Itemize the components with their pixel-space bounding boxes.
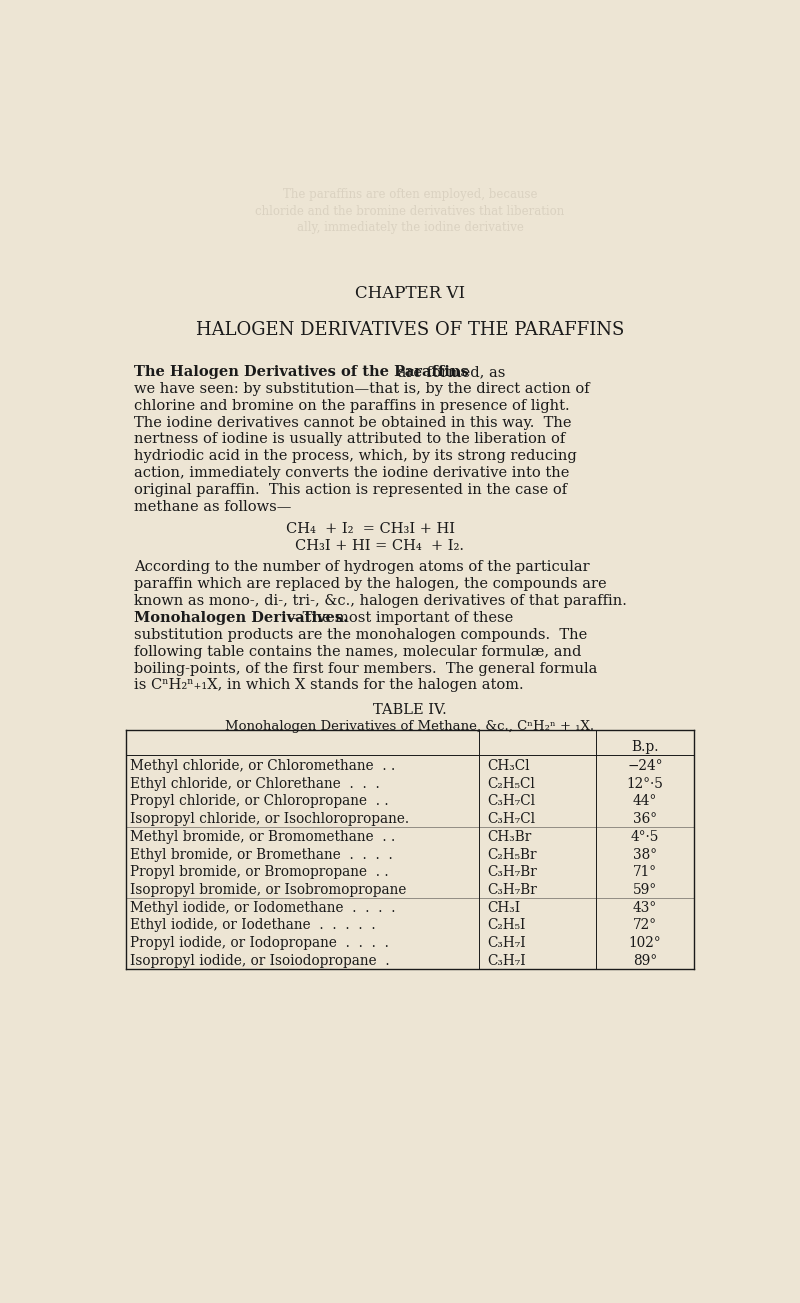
Text: C₃H₇I: C₃H₇I	[487, 936, 526, 950]
Text: boiling-points, of the first four members.  The general formula: boiling-points, of the first four member…	[134, 662, 598, 676]
Text: are formed, as: are formed, as	[394, 365, 506, 379]
Text: Monohalogen Derivatives of Methane, &c., CⁿH₂ⁿ + ₁X.: Monohalogen Derivatives of Methane, &c.,…	[226, 719, 594, 732]
Text: we have seen: by substitution—that is, by the direct action of: we have seen: by substitution—that is, b…	[134, 382, 590, 396]
Text: −24°: −24°	[627, 760, 662, 773]
Text: C₂H₅Cl: C₂H₅Cl	[487, 777, 534, 791]
Text: Isopropyl chloride, or Isochloropropane.: Isopropyl chloride, or Isochloropropane.	[130, 812, 409, 826]
Text: substitution products are the monohalogen compounds.  The: substitution products are the monohaloge…	[134, 628, 587, 642]
Text: action, immediately converts the iodine derivative into the: action, immediately converts the iodine …	[134, 466, 570, 481]
Text: is CⁿH₂ⁿ₊₁X, in which X stands for the halogen atom.: is CⁿH₂ⁿ₊₁X, in which X stands for the h…	[134, 679, 524, 692]
Text: Isopropyl iodide, or Isoiodopropane  .: Isopropyl iodide, or Isoiodopropane .	[130, 954, 390, 968]
Text: HALOGEN DERIVATIVES OF THE PARAFFINS: HALOGEN DERIVATIVES OF THE PARAFFINS	[196, 321, 624, 339]
Text: C₃H₇I: C₃H₇I	[487, 954, 526, 968]
Text: The Halogen Derivatives of the Paraffins: The Halogen Derivatives of the Paraffins	[134, 365, 469, 379]
Text: C₂H₅I: C₂H₅I	[487, 919, 526, 933]
Text: Ethyl bromide, or Bromethane  .  .  .  .: Ethyl bromide, or Bromethane . . . .	[130, 847, 393, 861]
Text: CH₄  + I₂  = CH₃I + HI: CH₄ + I₂ = CH₃I + HI	[286, 521, 455, 536]
Text: methane as follows—: methane as follows—	[134, 500, 291, 513]
Text: 43°: 43°	[633, 900, 657, 915]
Text: C₃H₇Cl: C₃H₇Cl	[487, 812, 535, 826]
Text: 72°: 72°	[633, 919, 657, 933]
Text: 44°: 44°	[633, 795, 657, 808]
Text: following table contains the names, molecular formulæ, and: following table contains the names, mole…	[134, 645, 582, 659]
Text: nertness of iodine is usually attributed to the liberation of: nertness of iodine is usually attributed…	[134, 433, 566, 447]
Text: CH₃Cl: CH₃Cl	[487, 760, 530, 773]
Text: Methyl chloride, or Chloromethane  . .: Methyl chloride, or Chloromethane . .	[130, 760, 395, 773]
Text: The iodine derivatives cannot be obtained in this way.  The: The iodine derivatives cannot be obtaine…	[134, 416, 571, 430]
Text: Propyl bromide, or Bromopropane  . .: Propyl bromide, or Bromopropane . .	[130, 865, 388, 880]
Text: 59°: 59°	[633, 883, 657, 896]
Text: Ethyl iodide, or Iodethane  .  .  .  .  .: Ethyl iodide, or Iodethane . . . . .	[130, 919, 375, 933]
Text: TABLE IV.: TABLE IV.	[373, 702, 447, 717]
Text: Monohalogen Derivatives.: Monohalogen Derivatives.	[134, 611, 348, 625]
Text: Ethyl chloride, or Chlorethane  .  .  .: Ethyl chloride, or Chlorethane . . .	[130, 777, 379, 791]
Text: —The most important of these: —The most important of these	[288, 611, 513, 625]
Text: known as mono-, di-, tri-, &c., halogen derivatives of that paraffin.: known as mono-, di-, tri-, &c., halogen …	[134, 594, 627, 609]
Text: CHAPTER VI: CHAPTER VI	[355, 285, 465, 302]
Text: 12°·5: 12°·5	[626, 777, 663, 791]
Text: 102°: 102°	[629, 936, 662, 950]
Text: 38°: 38°	[633, 847, 657, 861]
Text: C₃H₇Cl: C₃H₇Cl	[487, 795, 535, 808]
Text: C₃H₇Br: C₃H₇Br	[487, 865, 537, 880]
Text: Isopropyl bromide, or Isobromopropane: Isopropyl bromide, or Isobromopropane	[130, 883, 406, 896]
Text: 71°: 71°	[633, 865, 657, 880]
Text: C₂H₅Br: C₂H₅Br	[487, 847, 536, 861]
Text: chlorine and bromine on the paraffins in presence of light.: chlorine and bromine on the paraffins in…	[134, 399, 570, 413]
Text: 4°·5: 4°·5	[630, 830, 659, 844]
Text: original paraffin.  This action is represented in the case of: original paraffin. This action is repres…	[134, 483, 567, 496]
Text: chloride and the bromine derivatives that liberation: chloride and the bromine derivatives tha…	[255, 205, 565, 218]
Text: CH₃I: CH₃I	[487, 900, 520, 915]
Text: Methyl bromide, or Bromomethane  . .: Methyl bromide, or Bromomethane . .	[130, 830, 395, 844]
Text: 89°: 89°	[633, 954, 657, 968]
Text: paraffin which are replaced by the halogen, the compounds are: paraffin which are replaced by the halog…	[134, 577, 606, 592]
Text: Methyl iodide, or Iodomethane  .  .  .  .: Methyl iodide, or Iodomethane . . . .	[130, 900, 395, 915]
Text: C₃H₇Br: C₃H₇Br	[487, 883, 537, 896]
Text: The paraffins are often employed, because: The paraffins are often employed, becaus…	[282, 189, 538, 202]
Text: Propyl chloride, or Chloropropane  . .: Propyl chloride, or Chloropropane . .	[130, 795, 388, 808]
Text: ally, immediately the iodine derivative: ally, immediately the iodine derivative	[297, 220, 523, 233]
Text: 36°: 36°	[633, 812, 657, 826]
Text: According to the number of hydrogen atoms of the particular: According to the number of hydrogen atom…	[134, 560, 590, 575]
Text: B.p.: B.p.	[631, 740, 658, 753]
Text: hydriodic acid in the process, which, by its strong reducing: hydriodic acid in the process, which, by…	[134, 450, 577, 464]
Text: Propyl iodide, or Iodopropane  .  .  .  .: Propyl iodide, or Iodopropane . . . .	[130, 936, 389, 950]
Text: CH₃Br: CH₃Br	[487, 830, 531, 844]
Text: CH₃I + HI = CH₄  + I₂.: CH₃I + HI = CH₄ + I₂.	[295, 538, 464, 552]
